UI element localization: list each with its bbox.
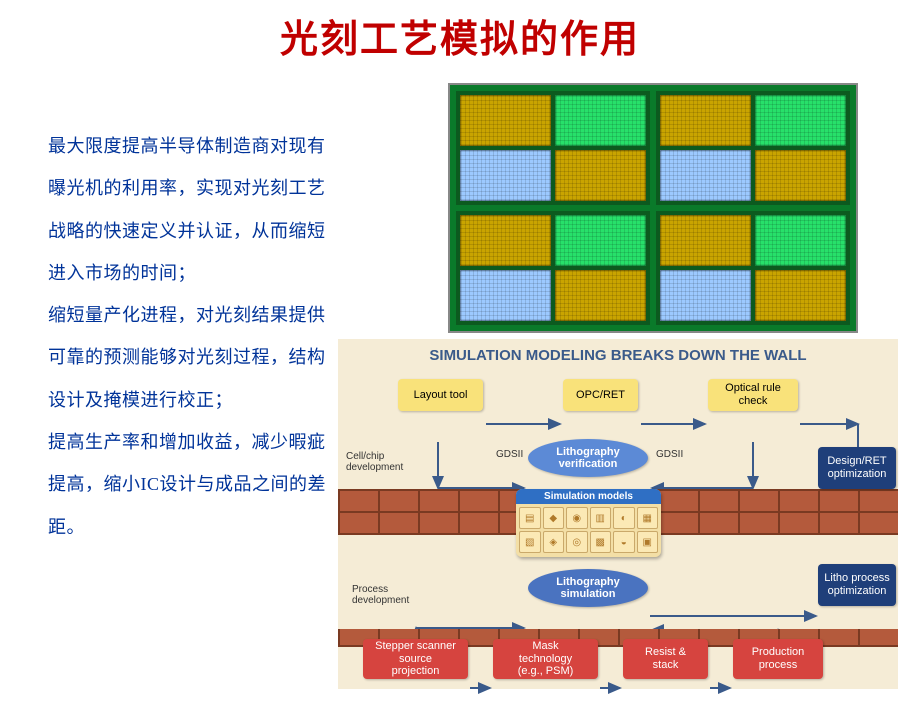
chip-block <box>555 270 646 321</box>
gdsii-label: GDSII <box>496 449 523 460</box>
flow-box: Productionprocess <box>733 639 823 679</box>
chip-block <box>460 150 551 201</box>
tray-cell: ▩ <box>590 531 612 553</box>
flow-ellipse: Lithographyverification <box>528 439 648 477</box>
gdsii-label: GDSII <box>656 449 683 460</box>
tray-cell: ◐ <box>613 507 635 529</box>
flow-box: OPC/RET <box>563 379 638 411</box>
simulation-models-tray: Simulation models ▤◆◉▥◐▦ ▧◈◎▩◒▣ <box>516 489 661 557</box>
cell-chip-label: Cell/chipdevelopment <box>346 451 403 473</box>
chip-block <box>555 215 646 266</box>
chip-block <box>460 270 551 321</box>
chip-block <box>660 150 751 201</box>
tray-cell: ▤ <box>519 507 541 529</box>
chip-die <box>456 91 650 205</box>
tray-cell: ▦ <box>637 507 659 529</box>
chip-block <box>755 95 846 146</box>
body-paragraph: 最大限度提高半导体制造商对现有曝光机的利用率，实现对光刻工艺战略的快速定义并认证… <box>48 125 328 294</box>
tray-cell: ▥ <box>590 507 612 529</box>
tray-cell: ◎ <box>566 531 588 553</box>
diagram-title: SIMULATION MODELING BREAKS DOWN THE WALL <box>338 339 898 368</box>
flow-box: Stepper scannersourceprojection <box>363 639 468 679</box>
tray-cell: ◆ <box>543 507 565 529</box>
body-paragraph: 缩短量产化进程，对光刻结果提供可靠的预测能够对光刻过程，结构设计及掩模进行校正； <box>48 294 328 421</box>
simulation-diagram: SIMULATION MODELING BREAKS DOWN THE WALL… <box>338 339 898 689</box>
chip-block <box>755 215 846 266</box>
chip-photo <box>448 83 858 333</box>
flow-box: Optical rulecheck <box>708 379 798 411</box>
chip-block <box>660 95 751 146</box>
chip-block <box>555 95 646 146</box>
slide-title: 光刻工艺模拟的作用 <box>0 0 920 63</box>
chip-die <box>456 211 650 325</box>
chip-block <box>460 95 551 146</box>
tray-cell: ◉ <box>566 507 588 529</box>
chip-block <box>555 150 646 201</box>
flow-box: Resist &stack <box>623 639 708 679</box>
chip-die <box>656 211 850 325</box>
flow-box: Masktechnology(e.g., PSM) <box>493 639 598 679</box>
tray-title: Simulation models <box>516 489 661 504</box>
chip-die <box>656 91 850 205</box>
chip-block <box>460 215 551 266</box>
tray-cell: ◒ <box>613 531 635 553</box>
flow-ellipse: Lithographysimulation <box>528 569 648 607</box>
tray-cell: ▧ <box>519 531 541 553</box>
flow-box: Layout tool <box>398 379 483 411</box>
body-text-column: 最大限度提高半导体制造商对现有曝光机的利用率，实现对光刻工艺战略的快速定义并认证… <box>48 83 328 689</box>
flow-box: Litho processoptimization <box>818 564 896 606</box>
chip-block <box>660 270 751 321</box>
chip-block <box>755 270 846 321</box>
slide-body: 最大限度提高半导体制造商对现有曝光机的利用率，实现对光刻工艺战略的快速定义并认证… <box>0 63 920 689</box>
tray-cell: ◈ <box>543 531 565 553</box>
body-paragraph: 提高生产率和增加收益，减少暇疵提高，缩小IC设计与成品之间的差距。 <box>48 421 328 548</box>
chip-block <box>660 215 751 266</box>
chip-block <box>755 150 846 201</box>
figures-column: SIMULATION MODELING BREAKS DOWN THE WALL… <box>338 83 898 689</box>
flow-box: Design/REToptimization <box>818 447 896 489</box>
process-dev-label: Processdevelopment <box>352 584 409 606</box>
tray-cell: ▣ <box>637 531 659 553</box>
